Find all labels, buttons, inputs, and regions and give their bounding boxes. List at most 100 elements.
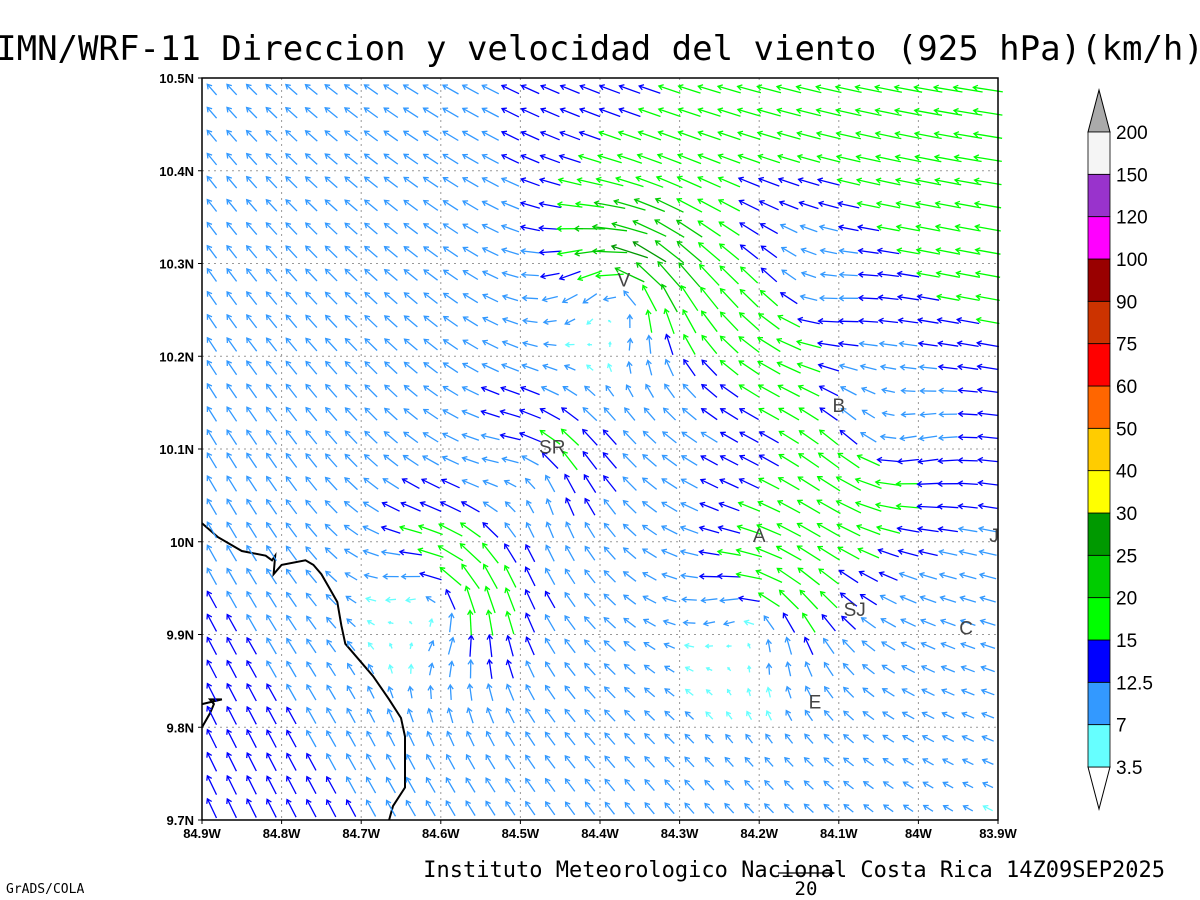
- wind-vector: [757, 153, 781, 164]
- wind-vector: [246, 636, 257, 655]
- wind-vector: [539, 107, 560, 118]
- wind-vector: [266, 452, 278, 469]
- wind-vector-shaft: [604, 663, 616, 676]
- wind-vector-shaft: [522, 342, 538, 348]
- wind-vector: [663, 642, 676, 649]
- wind-vector: [797, 567, 820, 586]
- wind-vector-shaft: [325, 315, 338, 328]
- wind-vector-shaft: [442, 433, 459, 442]
- wind-vector: [717, 130, 741, 141]
- wind-vector: [206, 659, 218, 679]
- wind-vector-shaft: [618, 131, 642, 141]
- wind-vector-head: [344, 430, 351, 437]
- wind-vector-shaft: [737, 525, 762, 535]
- wind-vector: [818, 568, 839, 585]
- wind-vector-shaft: [598, 154, 622, 164]
- wind-vector: [345, 776, 357, 794]
- wind-vector-head: [285, 176, 292, 182]
- wind-vector-head: [485, 609, 493, 616]
- wind-vector: [860, 386, 876, 395]
- wind-vector-head: [835, 499, 842, 506]
- wind-vector-shaft: [506, 708, 515, 724]
- wind-vector: [676, 175, 702, 189]
- wind-vector-shaft: [745, 734, 754, 744]
- wind-vector: [265, 314, 278, 329]
- wind-vector-shaft: [960, 642, 976, 650]
- wind-vector-head: [862, 757, 869, 764]
- wind-vector: [426, 730, 435, 747]
- wind-vector: [326, 661, 337, 677]
- wind-vector-shaft: [896, 225, 921, 232]
- wind-vector: [626, 313, 634, 329]
- wind-vector: [442, 315, 459, 327]
- wind-vector: [501, 340, 519, 349]
- wind-vector-shaft: [818, 364, 840, 372]
- wind-vector-head: [955, 270, 962, 277]
- wind-vector: [882, 804, 894, 813]
- wind-vector-head: [765, 638, 772, 645]
- wind-vector-head: [428, 617, 434, 624]
- wind-vector-shaft: [717, 85, 741, 94]
- wind-vector: [343, 524, 359, 536]
- wind-vector: [560, 428, 580, 446]
- wind-vector-head: [519, 385, 527, 392]
- wind-vector-head: [286, 591, 292, 598]
- wind-vector: [632, 219, 667, 237]
- wind-vector: [817, 200, 839, 209]
- wind-vector-shaft: [975, 225, 1001, 232]
- wind-vector-head: [326, 661, 332, 668]
- wind-vector: [660, 548, 678, 558]
- wind-vector-head: [246, 475, 252, 482]
- wind-vector-head: [226, 359, 232, 367]
- wind-vector: [719, 408, 739, 421]
- wind-vector-head: [738, 312, 745, 318]
- wind-vector-shaft: [346, 799, 357, 818]
- wind-vector: [324, 476, 338, 491]
- wind-vector-head: [838, 363, 845, 370]
- wind-vector-head: [916, 293, 923, 301]
- wind-vector: [461, 478, 480, 488]
- wind-vector-head: [641, 284, 648, 291]
- wind-vector: [719, 335, 739, 354]
- wind-vector-shaft: [843, 757, 855, 767]
- wind-vector-head: [697, 153, 704, 160]
- wind-vector: [859, 363, 877, 371]
- wind-vector-shaft: [410, 664, 412, 674]
- wind-vector-head: [738, 336, 745, 342]
- wind-vector: [819, 407, 838, 421]
- wind-vector-shaft: [305, 222, 318, 235]
- wind-vector-shaft: [501, 363, 520, 372]
- wind-vector-head: [398, 524, 406, 532]
- wind-vector-shaft: [462, 177, 479, 188]
- wind-vector-shaft: [658, 108, 681, 118]
- wind-vector: [976, 340, 1000, 348]
- wind-vector: [365, 753, 376, 771]
- wind-vector-head: [346, 618, 353, 625]
- wind-vector-head: [614, 267, 621, 273]
- wind-vector-head: [857, 271, 864, 278]
- wind-vector-head: [736, 524, 743, 531]
- wind-vector-shaft: [878, 296, 899, 301]
- wind-vector: [863, 804, 874, 813]
- wind-vector-shaft: [345, 338, 358, 352]
- wind-vector: [916, 270, 940, 278]
- wind-vector: [697, 242, 721, 262]
- wind-vector: [661, 283, 678, 313]
- wind-vector-shaft: [706, 689, 713, 696]
- wind-vector-head: [324, 383, 331, 390]
- wind-vector-shaft: [384, 292, 398, 305]
- wind-vector-shaft: [837, 452, 860, 469]
- wind-vector-shaft: [226, 522, 238, 539]
- wind-vector: [482, 479, 498, 488]
- wind-vector-shaft: [681, 574, 698, 579]
- wind-vector: [795, 107, 822, 117]
- wind-vector-head: [462, 200, 469, 206]
- wind-vector-shaft: [305, 84, 318, 96]
- wind-vector-shaft: [402, 478, 420, 489]
- wind-vector-shaft: [637, 154, 663, 165]
- wind-vector-shaft: [725, 734, 734, 744]
- wind-vector-head: [206, 797, 213, 804]
- wind-vector-shaft: [820, 591, 838, 609]
- wind-vector-shaft: [226, 383, 238, 399]
- wind-vector-shaft: [487, 684, 494, 701]
